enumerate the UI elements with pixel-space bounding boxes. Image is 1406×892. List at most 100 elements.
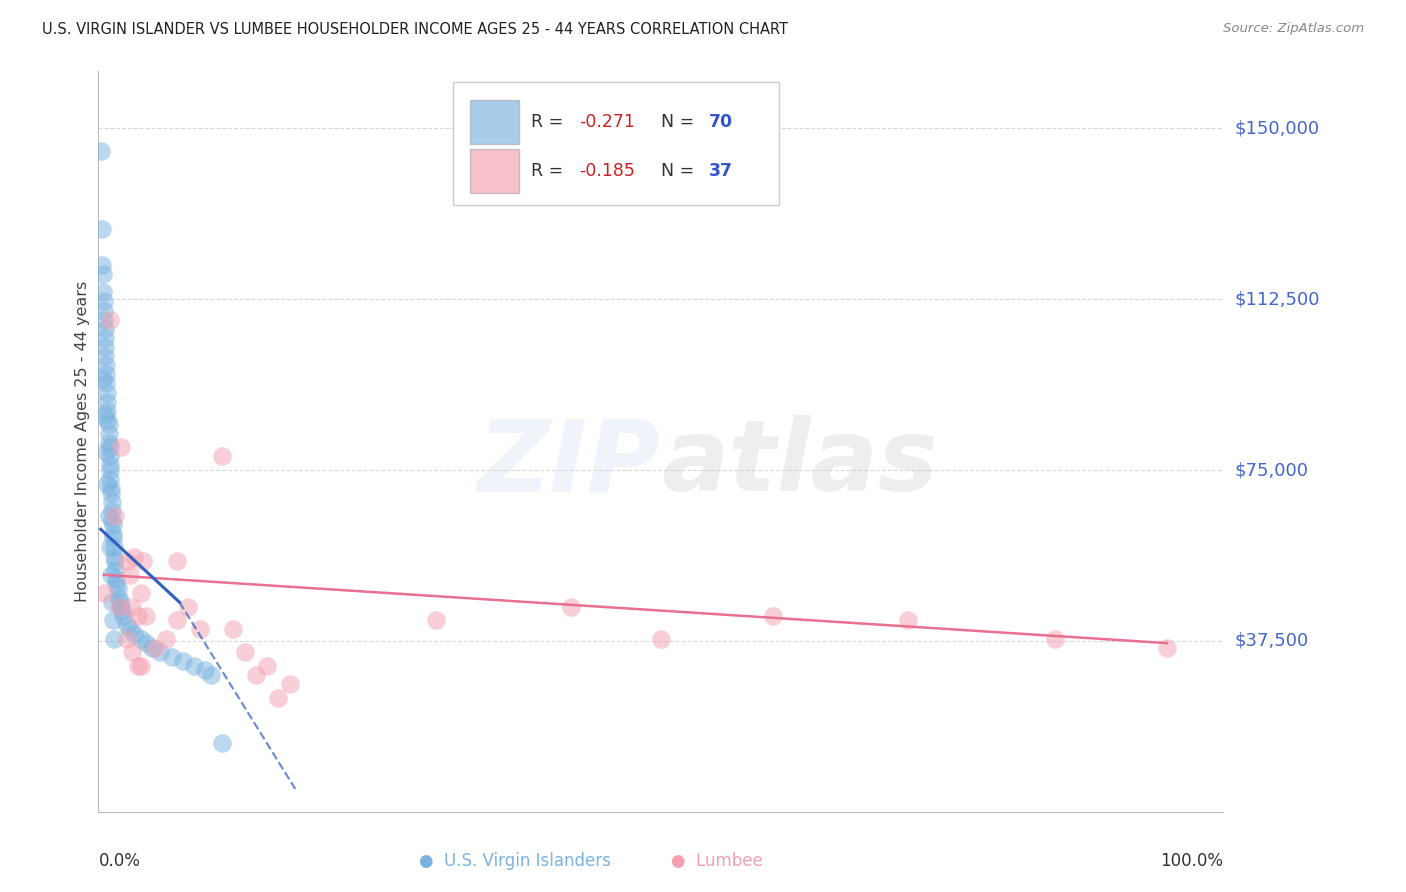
Point bbox=[256, 659, 278, 673]
Point bbox=[211, 736, 233, 750]
Text: 0.0%: 0.0% bbox=[98, 853, 141, 871]
Point bbox=[200, 668, 222, 682]
Point bbox=[105, 573, 128, 587]
Point bbox=[233, 645, 256, 659]
Point bbox=[172, 654, 194, 668]
Point bbox=[101, 532, 124, 546]
Point bbox=[183, 659, 205, 673]
Point bbox=[96, 385, 118, 400]
Point bbox=[188, 623, 211, 637]
Point bbox=[115, 632, 138, 646]
Point bbox=[97, 417, 120, 432]
Point bbox=[101, 517, 124, 532]
Text: ●  Lumbee: ● Lumbee bbox=[671, 853, 763, 871]
Point bbox=[1156, 640, 1178, 655]
Point bbox=[245, 668, 267, 682]
Point bbox=[105, 577, 128, 591]
Point bbox=[177, 599, 200, 614]
Point bbox=[98, 463, 121, 477]
Point bbox=[101, 495, 124, 509]
Point bbox=[94, 349, 117, 363]
Point bbox=[425, 613, 447, 627]
Point bbox=[101, 595, 124, 609]
Point bbox=[94, 409, 117, 423]
Text: 100.0%: 100.0% bbox=[1160, 853, 1223, 871]
Text: R =: R = bbox=[531, 162, 569, 180]
Point bbox=[124, 627, 146, 641]
Point bbox=[91, 285, 114, 300]
Point bbox=[96, 413, 118, 427]
Point bbox=[104, 563, 127, 577]
Point bbox=[129, 586, 152, 600]
Point bbox=[98, 312, 121, 326]
Point bbox=[762, 608, 785, 623]
Point bbox=[98, 472, 121, 486]
Text: U.S. VIRGIN ISLANDER VS LUMBEE HOUSEHOLDER INCOME AGES 25 - 44 YEARS CORRELATION: U.S. VIRGIN ISLANDER VS LUMBEE HOUSEHOLD… bbox=[42, 22, 789, 37]
Point bbox=[98, 458, 121, 473]
Point bbox=[121, 645, 143, 659]
Point bbox=[101, 513, 124, 527]
Point bbox=[103, 541, 125, 555]
Point bbox=[141, 640, 163, 655]
Point bbox=[110, 440, 132, 454]
Text: ●  U.S. Virgin Islanders: ● U.S. Virgin Islanders bbox=[419, 853, 610, 871]
Text: 37: 37 bbox=[709, 162, 733, 180]
Text: R =: R = bbox=[531, 112, 569, 131]
Point bbox=[127, 659, 149, 673]
Point bbox=[91, 372, 114, 386]
Point bbox=[650, 632, 672, 646]
Point bbox=[110, 599, 132, 614]
Point bbox=[104, 554, 127, 568]
Point bbox=[93, 294, 115, 309]
Point bbox=[101, 526, 124, 541]
Text: $112,500: $112,500 bbox=[1234, 290, 1320, 308]
Point bbox=[107, 591, 129, 605]
Point bbox=[129, 632, 152, 646]
Point bbox=[194, 664, 217, 678]
Point bbox=[127, 608, 149, 623]
Text: $37,500: $37,500 bbox=[1234, 632, 1309, 650]
Point bbox=[97, 426, 120, 441]
Point bbox=[96, 358, 118, 372]
Text: atlas: atlas bbox=[661, 416, 938, 512]
Point bbox=[107, 599, 129, 614]
Point bbox=[98, 450, 121, 464]
Text: Source: ZipAtlas.com: Source: ZipAtlas.com bbox=[1223, 22, 1364, 36]
Text: N =: N = bbox=[661, 162, 700, 180]
Point bbox=[94, 331, 117, 345]
Point bbox=[143, 640, 166, 655]
Point bbox=[96, 444, 118, 458]
Point bbox=[112, 608, 135, 623]
FancyBboxPatch shape bbox=[470, 100, 519, 144]
Point bbox=[108, 595, 131, 609]
Text: 70: 70 bbox=[709, 112, 734, 131]
Point bbox=[278, 677, 301, 691]
Text: $75,000: $75,000 bbox=[1234, 461, 1309, 479]
Text: N =: N = bbox=[661, 112, 700, 131]
Point bbox=[560, 599, 582, 614]
Point bbox=[118, 567, 141, 582]
Point bbox=[100, 567, 122, 582]
Point bbox=[96, 376, 118, 391]
Point bbox=[96, 368, 118, 382]
Point bbox=[135, 636, 157, 650]
Point bbox=[93, 303, 115, 318]
Point bbox=[90, 221, 112, 235]
Point bbox=[115, 618, 138, 632]
Point bbox=[103, 632, 125, 646]
Point bbox=[1043, 632, 1066, 646]
Point bbox=[160, 649, 183, 664]
Point bbox=[166, 554, 188, 568]
Point bbox=[155, 632, 177, 646]
Point bbox=[166, 613, 188, 627]
Point bbox=[98, 541, 121, 555]
FancyBboxPatch shape bbox=[453, 82, 779, 204]
Point bbox=[103, 549, 125, 564]
Point bbox=[132, 554, 155, 568]
Point bbox=[897, 613, 920, 627]
Point bbox=[96, 404, 118, 418]
Text: -0.271: -0.271 bbox=[579, 112, 634, 131]
Point bbox=[90, 258, 112, 272]
Point bbox=[129, 659, 152, 673]
Point bbox=[96, 476, 118, 491]
